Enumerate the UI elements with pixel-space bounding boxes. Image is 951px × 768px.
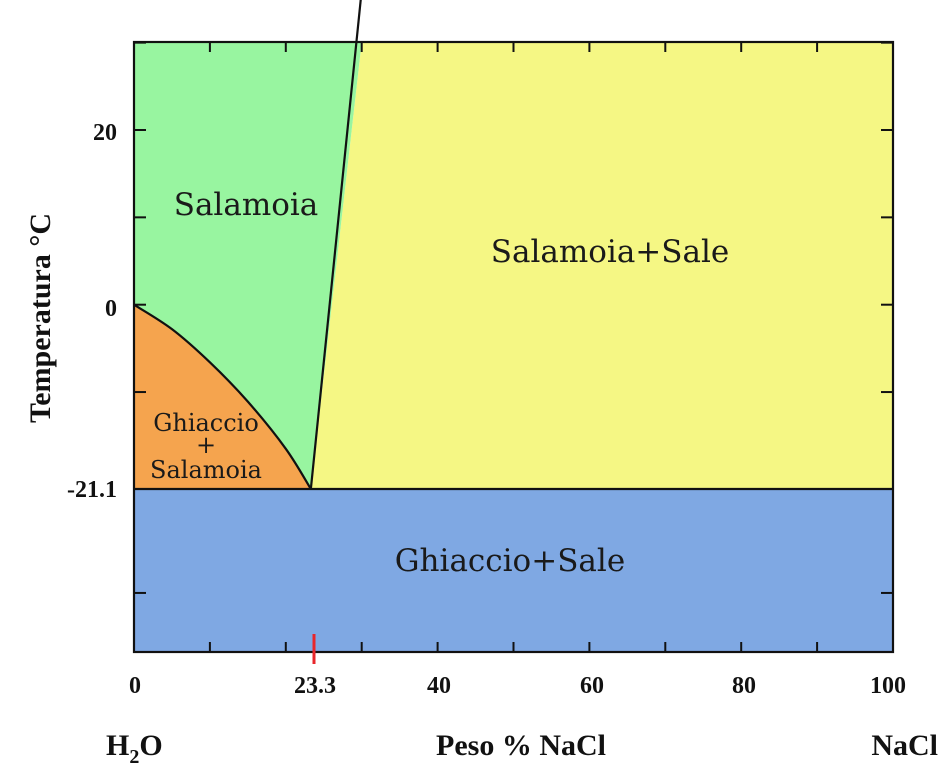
x-tick-label-0: 0 bbox=[129, 673, 141, 699]
region-label-ice-brine-1: Ghiaccio bbox=[153, 409, 259, 437]
phase-regions bbox=[134, 42, 893, 652]
y-minor-ticks bbox=[134, 41, 893, 594]
region-brine-salt bbox=[310, 42, 893, 489]
liquidus-salt-curve bbox=[309, 0, 362, 490]
liquidus-ice-curve bbox=[133, 303, 312, 490]
x-axis-title: Peso % NaCl bbox=[436, 729, 606, 762]
x-tick-label-eutectic: 23.3 bbox=[294, 673, 336, 699]
y-tick-label-eutectic: -21.1 bbox=[67, 477, 117, 503]
x-tick-label-60: 60 bbox=[580, 673, 604, 699]
x-tick-label-100: 100 bbox=[870, 673, 906, 699]
region-ice-salt bbox=[134, 489, 893, 652]
x-tick-label-40: 40 bbox=[427, 673, 451, 699]
water-subscript: 2 bbox=[129, 746, 139, 768]
region-label-brine-salt: Salamoia+Sale bbox=[491, 234, 730, 270]
y-tick-label-20: 20 bbox=[93, 120, 117, 146]
region-label-ice-brine-2: + bbox=[196, 431, 216, 459]
region-brine bbox=[134, 42, 362, 489]
water-h: H bbox=[106, 729, 129, 762]
region-ice-brine bbox=[134, 304, 311, 489]
right-end-label: NaCl bbox=[871, 729, 938, 762]
region-label-ice-brine-3: Salamoia bbox=[150, 456, 262, 484]
x-minor-ticks bbox=[133, 42, 894, 652]
left-end-label: H2O bbox=[106, 729, 163, 768]
region-label-brine: Salamoia bbox=[174, 187, 319, 223]
region-label-ice-salt: Ghiaccio+Sale bbox=[395, 543, 625, 579]
phase-boundaries bbox=[133, 0, 893, 491]
y-tick-label-0: 0 bbox=[105, 296, 117, 322]
y-axis-title: Temperatura °C bbox=[24, 213, 57, 423]
x-tick-label-80: 80 bbox=[732, 673, 756, 699]
water-o: O bbox=[139, 729, 162, 762]
